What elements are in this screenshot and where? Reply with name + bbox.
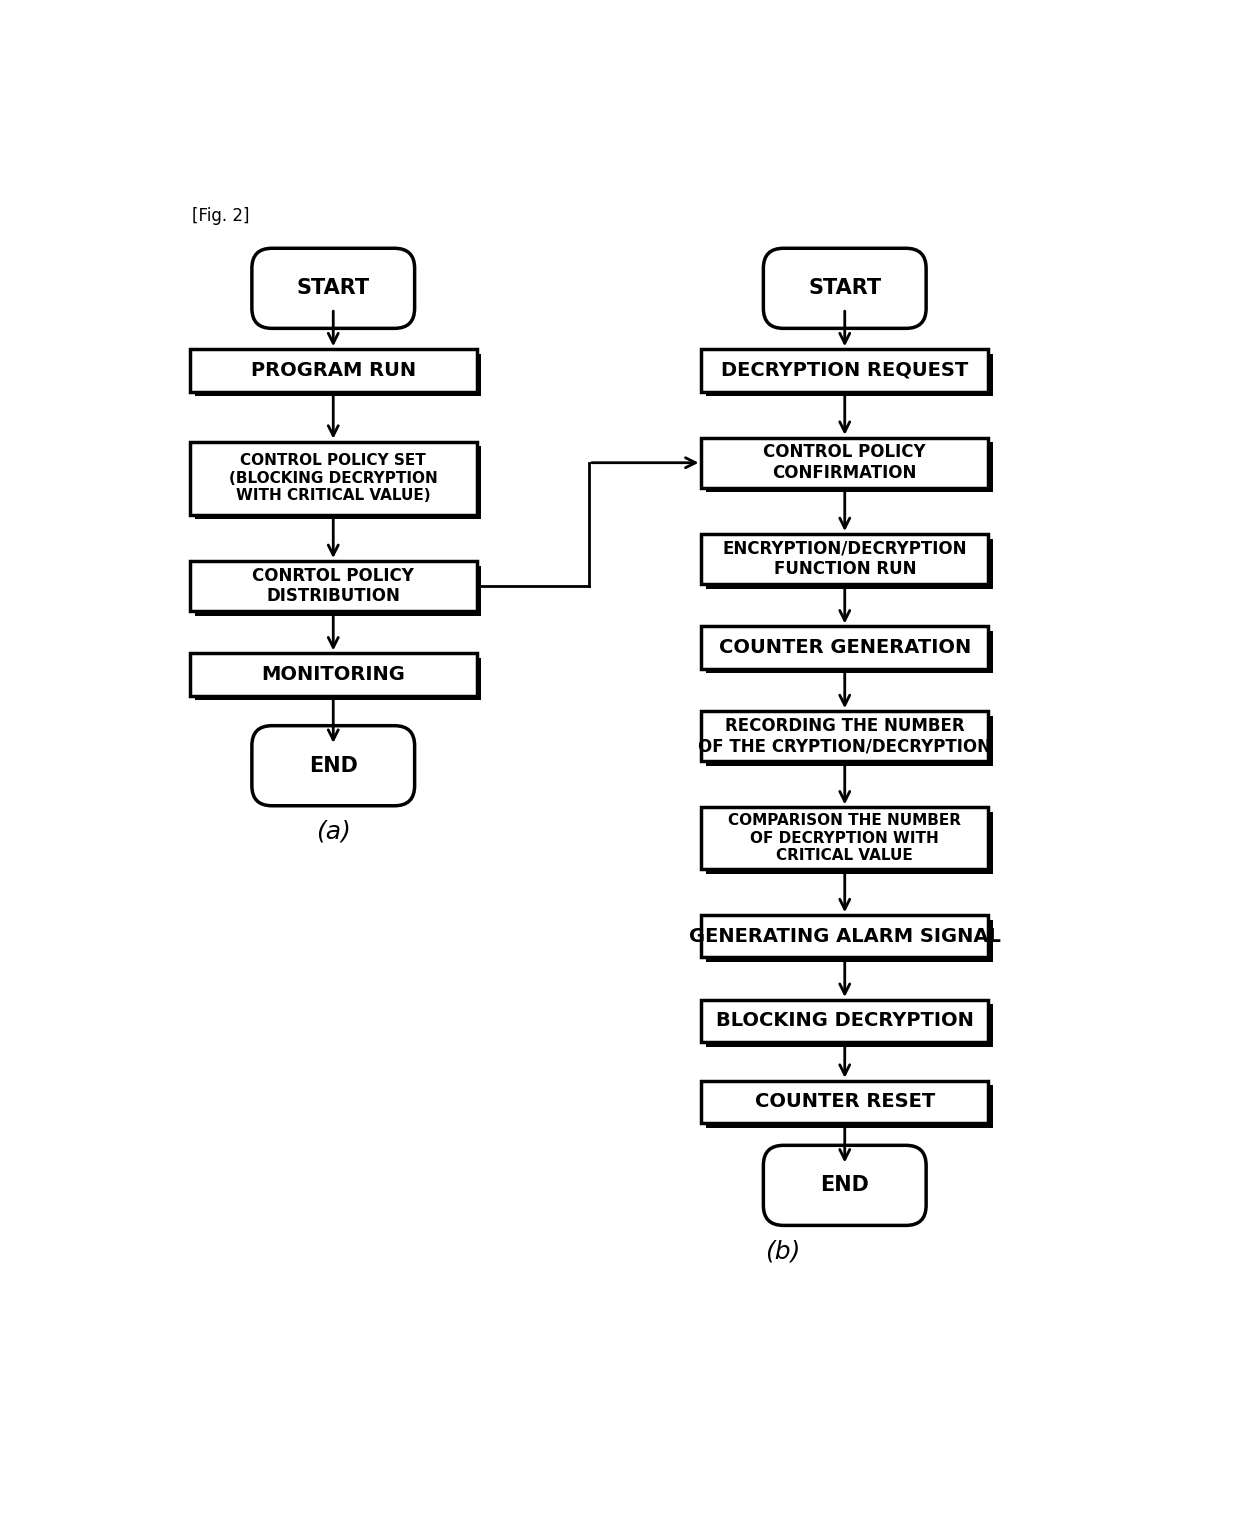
Text: START: START — [808, 278, 882, 298]
Text: BLOCKING DECRYPTION: BLOCKING DECRYPTION — [715, 1011, 973, 1031]
Bar — [702, 626, 988, 669]
Bar — [190, 562, 476, 610]
Bar — [706, 353, 993, 396]
Text: START: START — [296, 278, 370, 298]
Text: CONTROL POLICY
CONFIRMATION: CONTROL POLICY CONFIRMATION — [764, 444, 926, 482]
Text: ENCRYPTION/DECRYPTION
FUNCTION RUN: ENCRYPTION/DECRYPTION FUNCTION RUN — [723, 540, 967, 578]
Text: (a): (a) — [316, 820, 351, 845]
Text: COMPARISON THE NUMBER
OF DECRYPTION WITH
CRITICAL VALUE: COMPARISON THE NUMBER OF DECRYPTION WITH… — [728, 814, 961, 863]
Bar — [706, 716, 993, 765]
FancyBboxPatch shape — [252, 725, 414, 806]
Bar — [702, 711, 988, 760]
Bar — [702, 808, 988, 869]
Bar — [702, 999, 988, 1042]
Text: DECRYPTION REQUEST: DECRYPTION REQUEST — [722, 361, 968, 379]
Bar — [706, 812, 993, 874]
Text: MONITORING: MONITORING — [262, 666, 405, 684]
Bar — [702, 534, 988, 584]
Text: CONRTOL POLICY
DISTRIBUTION: CONRTOL POLICY DISTRIBUTION — [252, 566, 414, 606]
Bar — [706, 1004, 993, 1047]
Text: COUNTER RESET: COUNTER RESET — [755, 1092, 935, 1111]
Text: [Fig. 2]: [Fig. 2] — [192, 207, 249, 225]
Bar — [706, 442, 993, 493]
Bar — [706, 920, 993, 962]
Text: (b): (b) — [765, 1239, 801, 1264]
Bar — [195, 353, 481, 396]
Text: RECORDING THE NUMBER
OF THE CRYPTION/DECRYPTION: RECORDING THE NUMBER OF THE CRYPTION/DEC… — [698, 716, 991, 756]
Bar — [702, 915, 988, 958]
Text: END: END — [821, 1175, 869, 1195]
Bar — [702, 438, 988, 488]
FancyBboxPatch shape — [764, 248, 926, 329]
Text: CONTROL POLICY SET
(BLOCKING DECRYPTION
WITH CRITICAL VALUE): CONTROL POLICY SET (BLOCKING DECRYPTION … — [229, 453, 438, 503]
FancyBboxPatch shape — [252, 248, 414, 329]
Bar — [195, 658, 481, 701]
Bar — [706, 539, 993, 589]
Bar — [195, 566, 481, 615]
FancyBboxPatch shape — [764, 1146, 926, 1226]
Text: PROGRAM RUN: PROGRAM RUN — [250, 361, 415, 379]
Text: GENERATING ALARM SIGNAL: GENERATING ALARM SIGNAL — [688, 927, 1001, 946]
Bar — [706, 1085, 993, 1128]
Text: COUNTER GENERATION: COUNTER GENERATION — [719, 638, 971, 656]
Bar — [190, 653, 476, 696]
Bar — [702, 349, 988, 392]
Bar — [190, 349, 476, 392]
Bar — [702, 1080, 988, 1123]
Text: END: END — [309, 756, 357, 776]
Bar — [190, 442, 476, 514]
Bar — [195, 447, 481, 519]
Bar — [706, 630, 993, 673]
